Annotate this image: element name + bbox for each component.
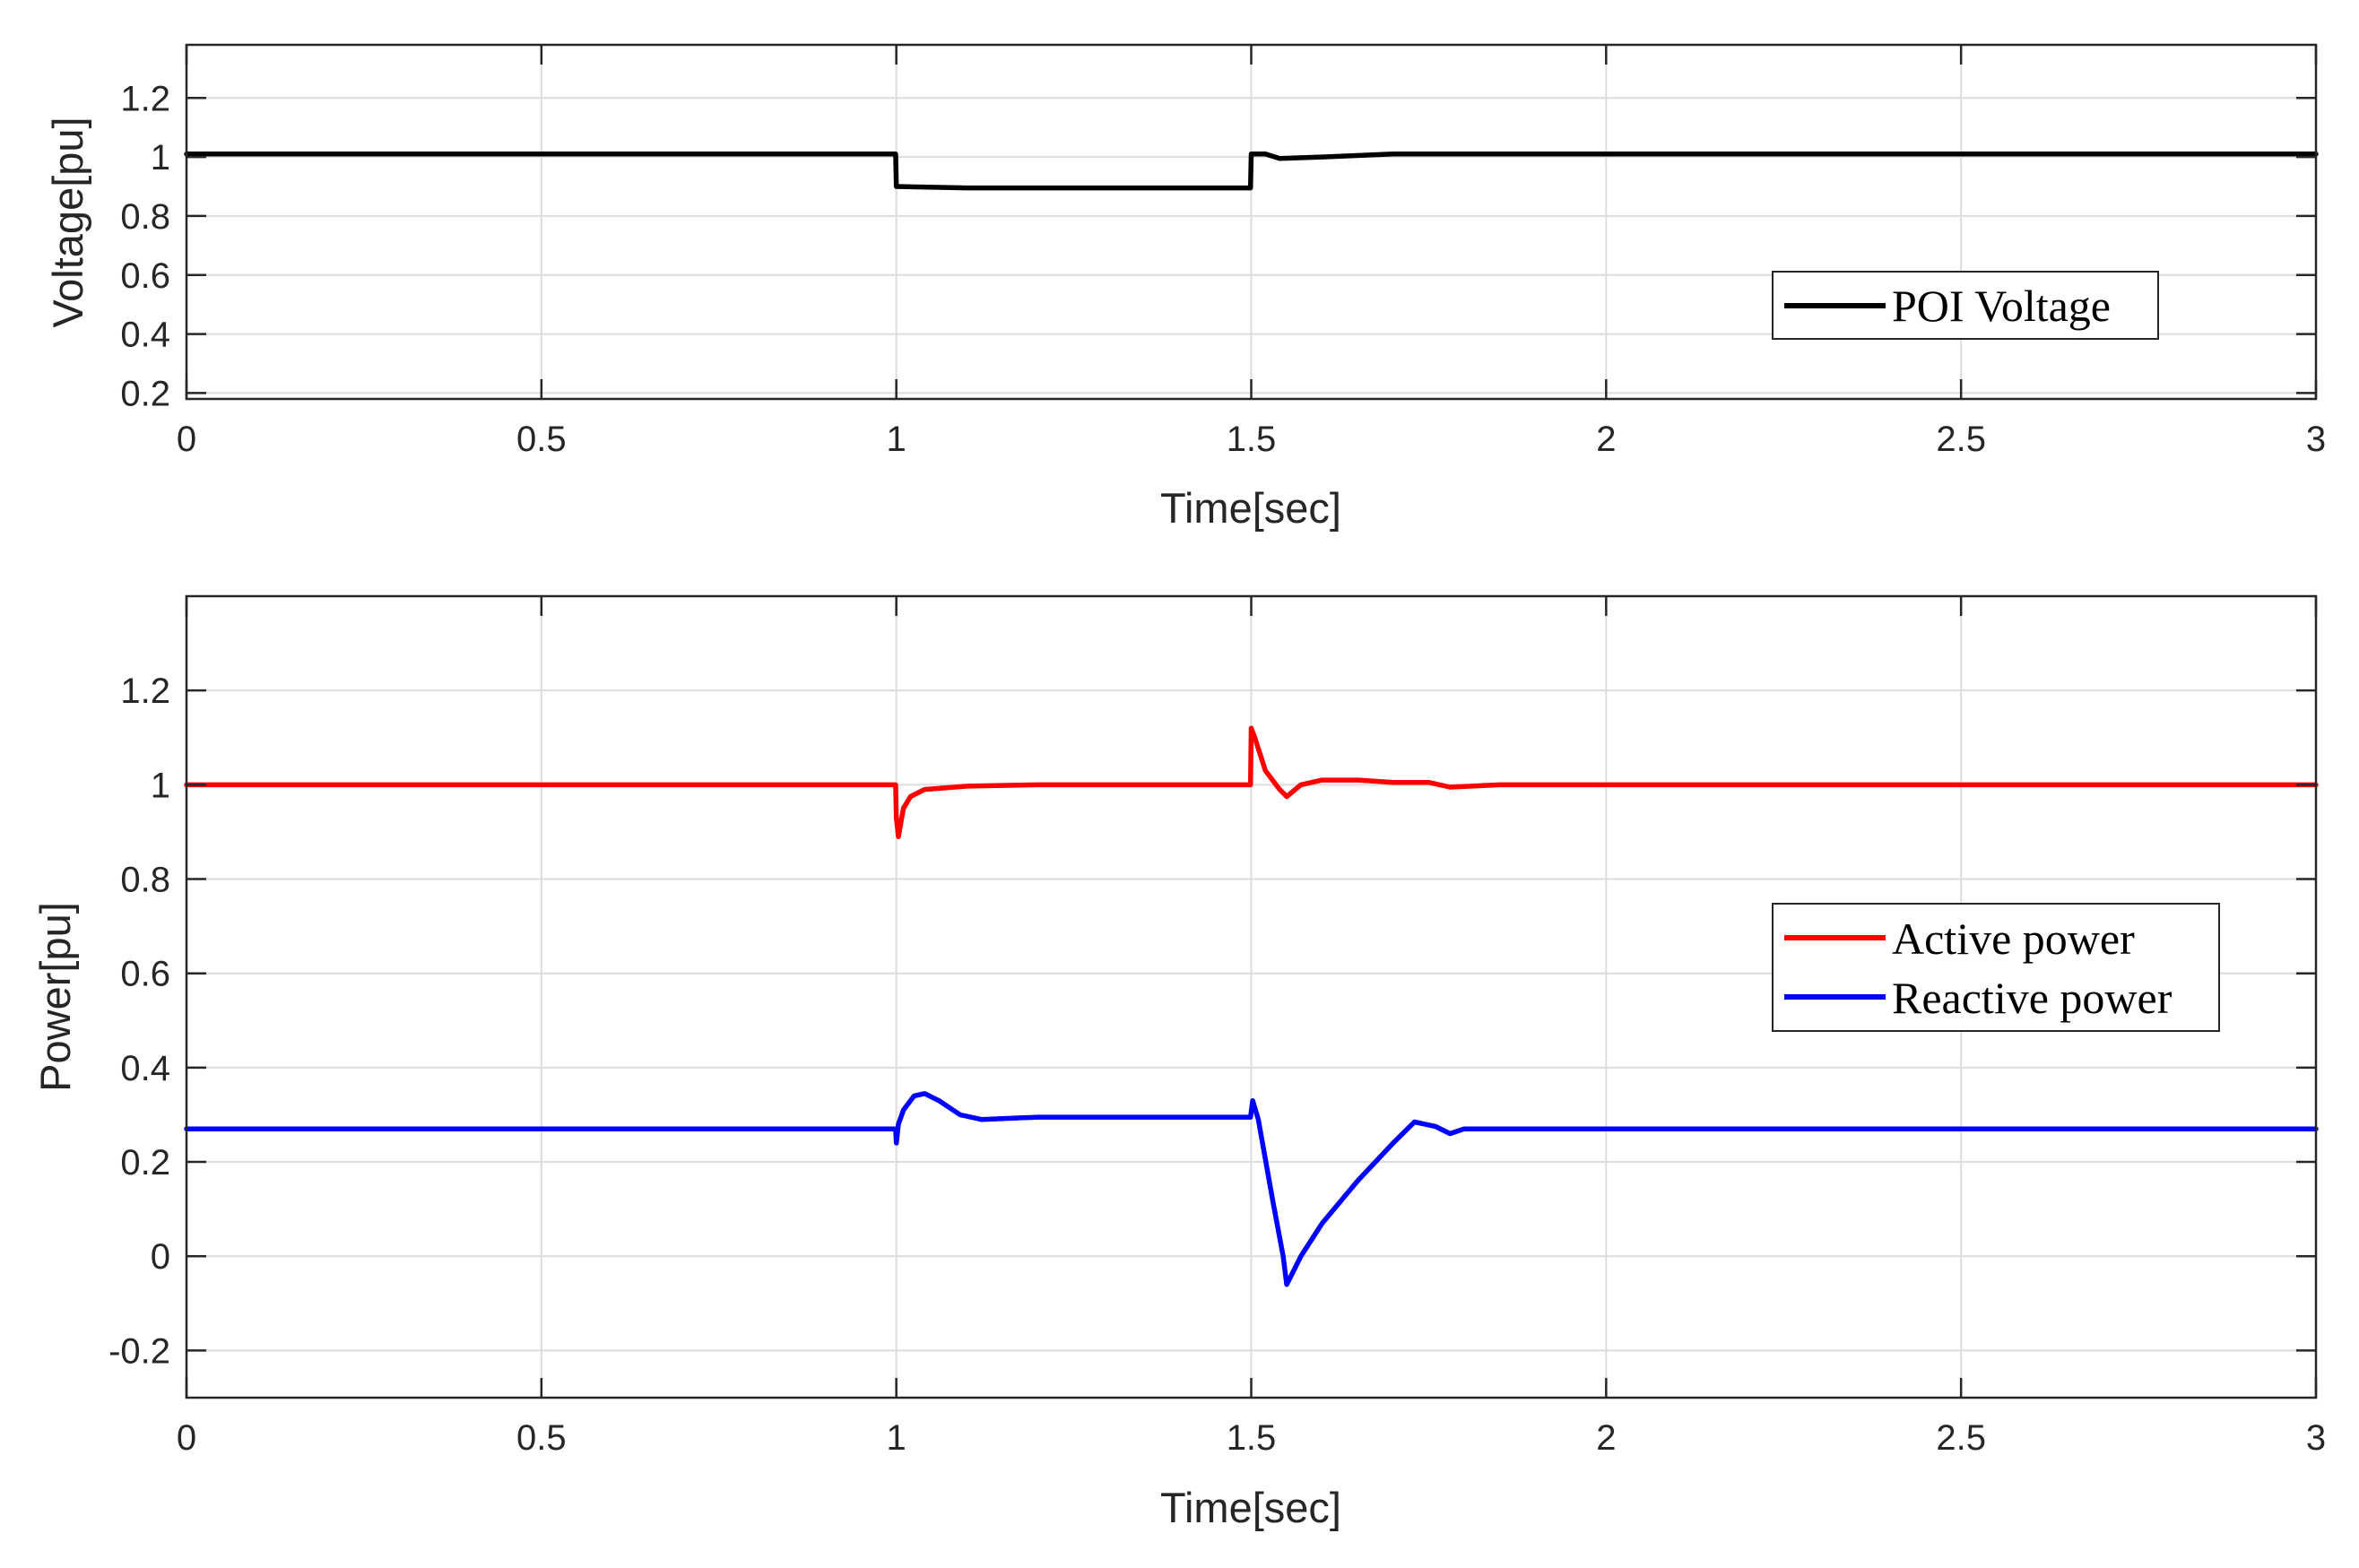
y-tick-label: 0.6 [120, 256, 170, 296]
voltage-ticks [185, 45, 2318, 399]
y-tick-label: 0.4 [120, 316, 170, 355]
power-y-axis-label: Power[pu] [31, 902, 79, 1092]
power-y-tick-labels: -0.2 0 0.2 0.4 0.6 0.8 1 1.2 [108, 671, 170, 1371]
voltage-x-tick-labels: 0 0.5 1 1.5 2 2.5 3 [177, 420, 2326, 459]
x-tick-label: 3 [2306, 420, 2326, 459]
voltage-y-axis-label: Voltage[pu] [44, 117, 91, 327]
series-line-active-power [184, 725, 2319, 839]
legend-label-active-power: Active power [1892, 914, 2135, 964]
y-tick-label: 0.8 [120, 197, 170, 237]
legend-label-poi-voltage: POI Voltage [1892, 281, 2111, 331]
power-legend-box [1772, 903, 2220, 1032]
power-legend: Active power Reactive power [1772, 903, 2220, 1032]
y-tick-label: 1 [151, 138, 170, 178]
y-tick-label: 0.2 [120, 1143, 170, 1182]
y-tick-label: 0.4 [120, 1049, 170, 1088]
y-tick-label: 0.6 [120, 955, 170, 994]
voltage-series [184, 152, 2319, 191]
y-tick-label: -0.2 [108, 1331, 170, 1371]
y-tick-label: 0 [151, 1237, 170, 1277]
x-tick-label: 2 [1596, 420, 1616, 459]
y-tick-label: 0.8 [120, 861, 170, 900]
x-tick-label: 0.5 [516, 420, 567, 459]
x-tick-label: 2 [1596, 1418, 1616, 1458]
voltage-subplot: 0 0.5 1 1.5 2 2.5 3 0.2 0.4 0.6 0.8 1 1.2 Time[sec]… [44, 43, 2326, 532]
x-tick-label: 1 [887, 420, 906, 459]
power-x-tick-labels: 0 0.5 1 1.5 2 2.5 3 [177, 1418, 2326, 1458]
power-subplot: 0 0.5 1 1.5 2 2.5 3 -0.2 0 0.2 0.4 0.6 0.8 1 1.2 Time… [31, 594, 2326, 1531]
legend-label-reactive-power: Reactive power [1892, 973, 2173, 1023]
x-tick-label: 1.5 [1227, 420, 1277, 459]
x-tick-label: 2.5 [1936, 420, 1986, 459]
y-tick-label: 1.2 [120, 671, 170, 711]
x-tick-label: 3 [2306, 1418, 2326, 1458]
voltage-legend: POI Voltage [1772, 271, 2159, 340]
power-x-axis-label: Time[sec] [1160, 1484, 1341, 1531]
series-line-poi-voltage [184, 152, 2319, 191]
voltage-y-tick-labels: 0.2 0.4 0.6 0.8 1 1.2 [120, 79, 170, 413]
y-tick-label: 1 [151, 766, 170, 805]
series-line-reactive-power [184, 1091, 2319, 1287]
power-series [184, 725, 2319, 1287]
x-tick-label: 0 [177, 420, 196, 459]
x-tick-label: 2.5 [1936, 1418, 1986, 1458]
y-tick-label: 0.2 [120, 374, 170, 413]
power-ticks [185, 596, 2318, 1398]
y-tick-label: 1.2 [120, 79, 170, 118]
voltage-x-axis-label: Time[sec] [1160, 484, 1341, 532]
x-tick-label: 1.5 [1227, 1418, 1277, 1458]
x-tick-label: 0.5 [516, 1418, 567, 1458]
x-tick-label: 0 [177, 1418, 196, 1458]
x-tick-label: 1 [887, 1418, 906, 1458]
